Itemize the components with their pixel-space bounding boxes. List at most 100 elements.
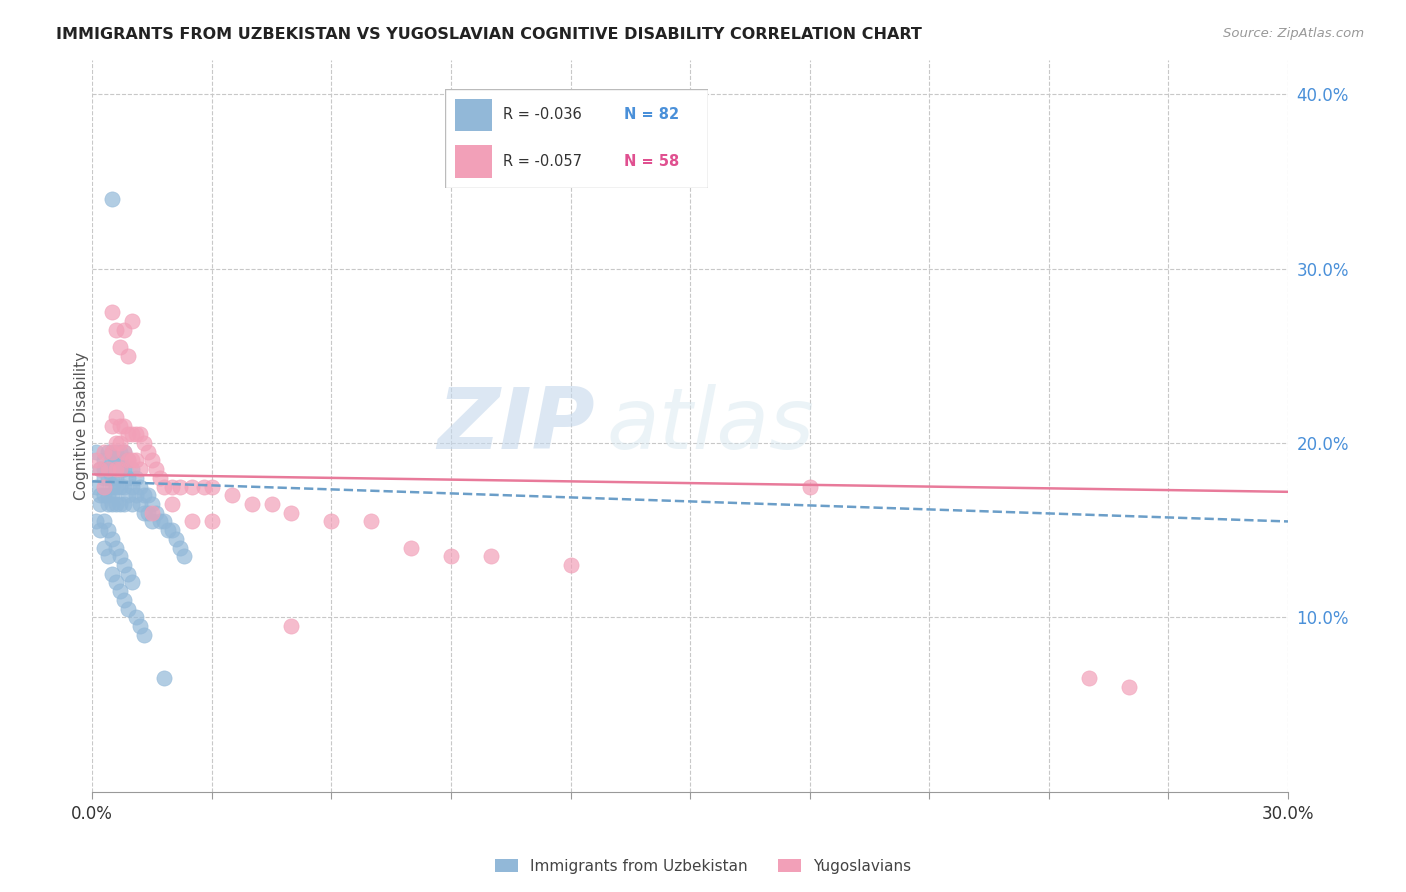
Point [84,480,107,494]
Point [97,471,120,485]
Point [153,671,176,685]
Point [89,523,111,537]
Point [108,453,131,467]
Point [149,515,172,529]
Point [160,523,183,537]
Point [112,323,135,337]
Point [132,488,155,502]
Point [153,480,176,494]
Point [108,444,131,458]
Point [125,471,148,485]
Point [1077,671,1099,685]
Point [112,480,135,494]
Point [84,453,107,467]
Point [108,418,131,433]
Point [105,323,128,337]
Point [105,444,128,458]
Text: atlas: atlas [606,384,814,467]
Point [121,314,143,328]
Point [97,462,120,476]
Point [93,488,115,502]
Point [112,593,135,607]
Point [84,515,107,529]
Point [97,488,120,502]
Point [108,436,131,450]
Point [101,192,124,206]
Point [321,515,343,529]
Point [97,549,120,564]
Point [108,480,131,494]
Point [101,480,124,494]
Point [101,418,124,433]
Point [101,497,124,511]
Point [121,480,143,494]
Point [141,497,163,511]
Point [93,480,115,494]
Point [141,453,163,467]
Text: ZIP: ZIP [437,384,595,467]
Point [156,523,179,537]
Point [121,462,143,476]
Point [97,523,120,537]
Point [479,549,502,564]
Point [125,488,148,502]
Point [101,305,124,319]
Point [112,462,135,476]
Point [105,480,128,494]
Point [101,444,124,458]
Point [89,462,111,476]
Point [84,444,107,458]
Point [117,471,139,485]
Point [108,462,131,476]
Point [180,515,202,529]
Point [201,515,224,529]
Text: IMMIGRANTS FROM UZBEKISTAN VS YUGOSLAVIAN COGNITIVE DISABILITY CORRELATION CHART: IMMIGRANTS FROM UZBEKISTAN VS YUGOSLAVIA… [56,27,922,42]
Point [108,497,131,511]
Point [193,480,215,494]
Point [560,558,582,572]
Point [89,488,111,502]
Point [105,436,128,450]
Point [97,462,120,476]
Point [112,444,135,458]
Point [105,462,128,476]
Point [173,549,195,564]
Point [108,549,131,564]
Point [93,462,115,476]
Point [117,349,139,363]
Point [145,462,167,476]
Point [117,427,139,442]
Point [101,444,124,458]
Point [125,453,148,467]
Point [169,480,191,494]
Point [149,471,172,485]
Point [108,584,131,599]
Point [141,506,163,520]
Point [129,427,152,442]
Point [105,462,128,476]
Point [117,453,139,467]
Point [129,480,152,494]
Point [125,427,148,442]
Point [93,444,115,458]
Point [180,480,202,494]
Point [101,471,124,485]
Point [117,601,139,615]
Point [129,462,152,476]
Point [101,566,124,581]
Point [101,453,124,467]
Point [169,541,191,555]
Point [129,497,152,511]
Point [240,497,263,511]
Point [101,488,124,502]
Point [132,628,155,642]
Point [280,619,302,633]
Point [108,462,131,476]
Point [136,488,159,502]
Point [132,436,155,450]
Point [101,462,124,476]
Point [360,515,382,529]
Point [165,532,187,546]
Point [141,515,163,529]
Point [105,575,128,590]
